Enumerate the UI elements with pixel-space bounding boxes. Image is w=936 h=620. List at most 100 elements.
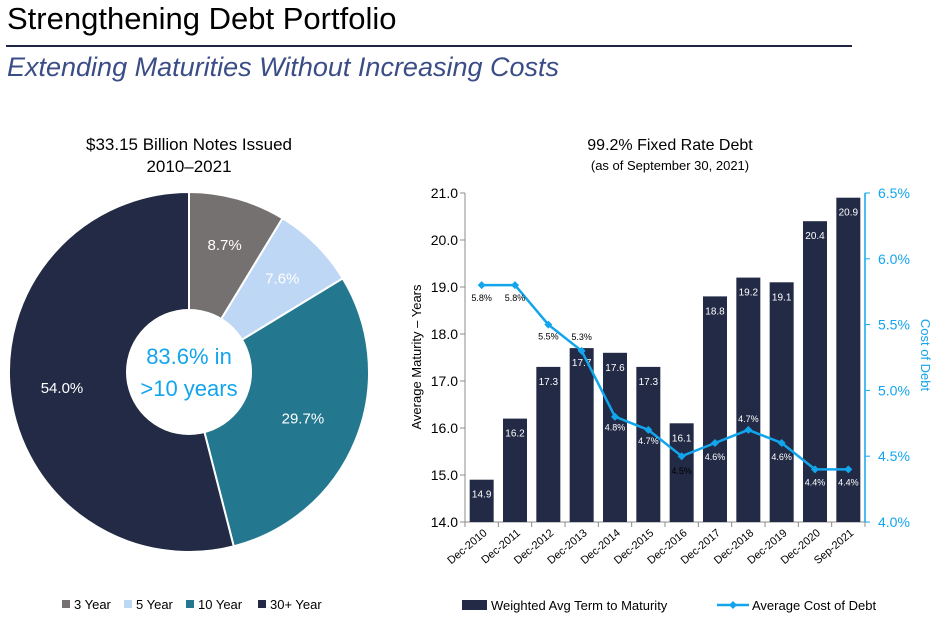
pie-legend-swatch-10-year: [186, 600, 194, 608]
y2-tick-label: 5.0%: [878, 382, 910, 398]
bar-dec-2013: [569, 348, 594, 522]
line-marker-dec-2015: [644, 425, 653, 434]
pie-legend-label-10-year: 10 Year: [198, 597, 243, 612]
legend-label-line: Average Cost of Debt: [752, 598, 876, 613]
y-tick-label: 14.0: [431, 514, 458, 530]
pie-chart-title: $33.15 Billion Notes Issued: [86, 135, 292, 154]
pie-legend-label-3-year: 3 Year: [74, 597, 112, 612]
pie-chart-subtitle: 2010–2021: [146, 157, 231, 176]
legend-swatch-line-marker: [729, 601, 737, 609]
bar-label-dec-2014: 17.6: [605, 363, 625, 374]
line-label-dec-2019: 4.6%: [771, 452, 792, 462]
y-tick-label: 17.0: [431, 373, 458, 389]
page-subtitle: Extending Maturities Without Increasing …: [7, 52, 560, 82]
bar-dec-2015: [636, 366, 661, 522]
pie-legend-label-30-year: 30+ Year: [270, 597, 322, 612]
combo-chart-subtitle: (as of September 30, 2021): [591, 158, 749, 173]
line-label-dec-2010: 5.8%: [471, 293, 492, 303]
bar-label-dec-2018: 19.2: [739, 288, 759, 299]
combo-bars: [469, 197, 861, 522]
bar-dec-2018: [736, 277, 761, 522]
pie-center-hole: [126, 309, 252, 435]
y2-axis-label: Cost of Debt: [918, 319, 933, 392]
legend-swatch-bars: [462, 600, 487, 610]
line-label-dec-2014: 4.8%: [605, 423, 626, 433]
combo-legend: Weighted Avg Term to Maturity Average Cos…: [462, 598, 876, 613]
pie-chart: $33.15 Billion Notes Issued 2010–2021 83…: [8, 135, 370, 612]
pie-legend: 3 Year 5 Year 10 Year 30+ Year: [62, 597, 322, 612]
line-label-dec-2011: 5.8%: [505, 293, 526, 303]
pie-label-30-year: 54.0%: [41, 380, 84, 397]
pie-slice-30-year: [8, 190, 235, 553]
line-label-dec-2013: 5.3%: [571, 332, 592, 342]
bar-dec-2019: [769, 282, 794, 522]
y-tick-label: 20.0: [431, 232, 458, 248]
pie-label-3-year: 8.7%: [207, 237, 241, 254]
bar-label-dec-2011: 16.2: [505, 429, 525, 440]
line-label-sep-2021: 4.4%: [838, 477, 859, 487]
line-marker-dec-2019: [777, 439, 786, 448]
pie-legend-swatch-3-year: [62, 600, 70, 608]
y2-tick-label: 6.0%: [878, 251, 910, 267]
y-tick-label: 19.0: [431, 279, 458, 295]
line-marker-dec-2014: [611, 412, 619, 421]
page-title: Strengthening Debt Portfolio: [7, 1, 397, 36]
line-marker-dec-2018: [744, 425, 753, 434]
pie-label-5-year: 7.6%: [265, 271, 299, 288]
bar-dec-2011: [503, 418, 527, 522]
pie-legend-swatch-5-year: [124, 600, 132, 608]
bar-dec-2014: [603, 352, 627, 522]
y-tick-label: 16.0: [431, 420, 458, 436]
line-marker-sep-2021: [844, 465, 853, 474]
combo-x-tick-labels: Dec-2010Dec-2011Dec-2012Dec-2013Dec-2014…: [445, 527, 856, 567]
line-label-dec-2017: 4.6%: [705, 452, 726, 462]
line-marker-dec-2012: [544, 320, 553, 329]
y-axis-label: Average Maturity – Years: [409, 284, 424, 430]
bar-label-dec-2016: 16.1: [672, 433, 692, 444]
pie-data-labels: 8.7% 7.6% 29.7% 54.0%: [41, 237, 324, 428]
bar-dec-2012: [536, 366, 561, 522]
pie-center-label-line1: 83.6% in: [146, 344, 232, 369]
legend-label-bars: Weighted Avg Term to Maturity: [491, 598, 668, 613]
combo-bar-labels: 14.9 16.2 17.3 17.7 17.6 17.3 16.1 18.8 19.2 19.1…: [472, 208, 859, 501]
line-marker-dec-2016: [677, 452, 686, 461]
combo-axes: 14.0 15.0 16.0 17.0 18.0 19.0 20.0 21.0 4.0% 4.5%…: [431, 185, 910, 530]
bar-label-dec-2017: 18.8: [705, 306, 725, 317]
cost-of-debt-line: [481, 283, 849, 471]
line-label-dec-2012: 5.5%: [538, 332, 559, 342]
line-label-dec-2018: 4.7%: [738, 414, 759, 424]
bar-label-dec-2020: 20.4: [805, 231, 825, 242]
y2-tick-label: 4.0%: [878, 514, 910, 530]
bar-label-dec-2012: 17.3: [539, 377, 559, 388]
line-label-dec-2015: 4.7%: [638, 436, 659, 446]
y2-tick-label: 5.5%: [878, 317, 910, 333]
bar-label-dec-2013: 17.7: [572, 358, 592, 369]
bar-label-dec-2010: 14.9: [472, 490, 492, 501]
pie-center-label-line2: >10 years: [140, 376, 237, 401]
y-tick-label: 15.0: [431, 467, 458, 483]
line-marker-dec-2020: [811, 465, 819, 474]
bar-label-dec-2019: 19.1: [772, 292, 792, 303]
line-marker-dec-2010: [477, 281, 486, 290]
y2-tick-label: 6.5%: [878, 185, 910, 201]
y-tick-label: 21.0: [431, 185, 458, 201]
pie-label-10-year: 29.7%: [282, 410, 325, 427]
combo-chart-title: 99.2% Fixed Rate Debt: [587, 137, 753, 154]
line-marker-dec-2011: [511, 281, 519, 290]
line-label-dec-2016: 4.5%: [671, 466, 692, 476]
line-marker-dec-2017: [711, 439, 719, 448]
bar-label-dec-2015: 17.3: [639, 377, 659, 388]
combo-line: [477, 281, 853, 474]
combo-chart: 99.2% Fixed Rate Debt (as of September 3…: [409, 137, 933, 613]
y2-tick-label: 4.5%: [878, 448, 910, 464]
pie-legend-swatch-30-year: [258, 600, 266, 608]
y-tick-label: 18.0: [431, 326, 458, 342]
pie-legend-label-5-year: 5 Year: [136, 597, 174, 612]
bar-dec-2016: [669, 423, 694, 522]
title-divider: [6, 45, 852, 47]
bar-dec-2010: [469, 479, 494, 522]
bar-label-sep-2021: 20.9: [839, 208, 859, 219]
line-label-dec-2020: 4.4%: [805, 477, 826, 487]
line-marker-dec-2013: [577, 346, 586, 355]
